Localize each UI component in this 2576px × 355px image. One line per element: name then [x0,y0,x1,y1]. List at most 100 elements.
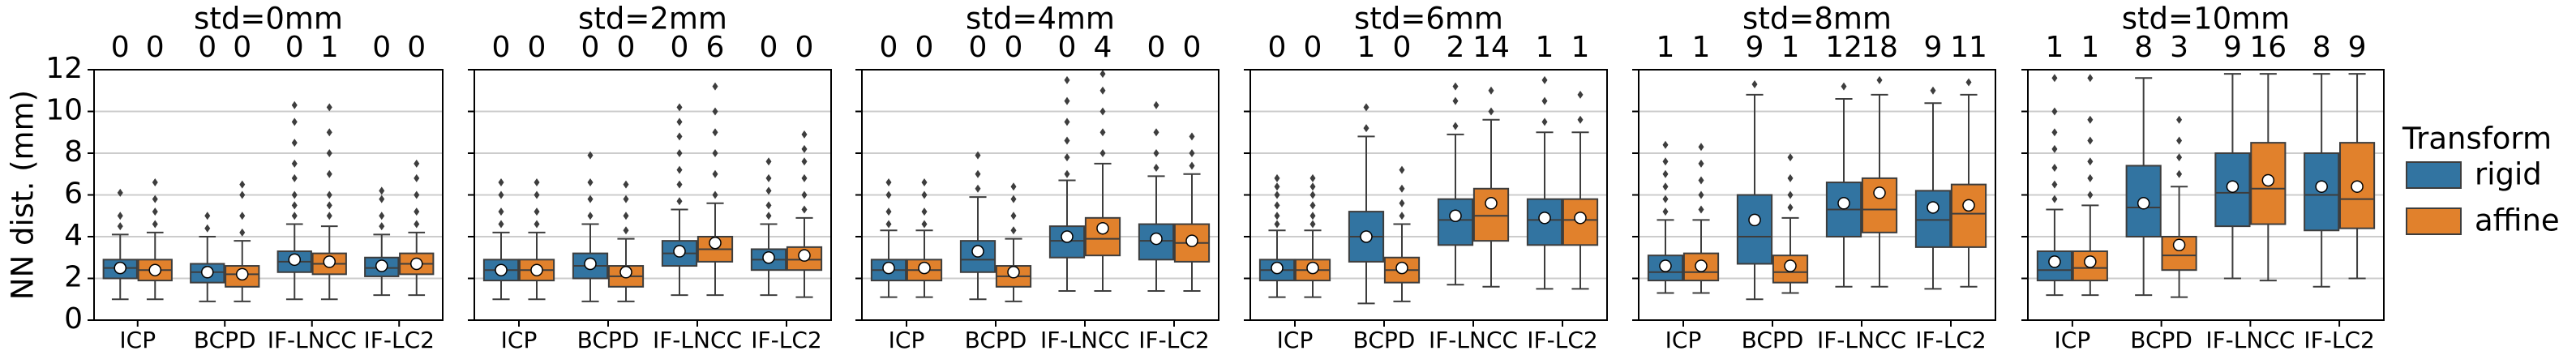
outlier [1965,78,1972,87]
mean [1574,212,1587,225]
mean [619,266,632,279]
mean [918,261,931,275]
outlier [1577,115,1584,124]
outlier [712,128,718,137]
outlier [1698,159,1704,168]
outlier-count: 0 [198,31,216,64]
outlier-count: 1 [1571,31,1590,64]
outlier [1274,212,1280,220]
y-tick-label: 12 [45,52,83,85]
outlier [291,212,298,220]
outlier [712,190,718,199]
outlier-count: 8 [2312,31,2331,64]
outlier [2176,153,2183,162]
mean [114,261,126,275]
outlier [1488,107,1494,116]
mean [1449,209,1462,222]
outlier [204,224,211,233]
outlier [534,178,540,187]
outlier [2176,136,2183,145]
outlier [326,169,332,178]
outlier [885,207,892,216]
outlier [117,222,123,231]
outlier [1662,207,1669,216]
outlier [1099,86,1106,95]
mean [584,257,597,271]
outlier-count: 6 [706,31,725,64]
outlier [1662,169,1669,178]
outlier [2087,136,2094,145]
outlier [152,195,158,203]
outlier [2051,180,2058,189]
x-tick-label: BCPD [577,327,640,353]
outlier [801,205,808,214]
y-tick-label: 2 [64,261,83,294]
outlier [498,220,504,229]
outlier-count: 0 [1005,31,1023,64]
outlier [117,212,123,220]
outlier [2051,144,2058,153]
outlier [2087,190,2094,199]
outlier [291,139,298,148]
outlier-count: 1 [320,31,339,64]
outlier-count: 16 [2249,31,2287,64]
outlier [379,212,385,220]
outlier [1099,107,1106,116]
outlier [1399,165,1405,174]
mean [1395,261,1408,275]
outlier [921,220,928,229]
outlier [2051,195,2058,203]
mean [2315,180,2328,193]
mean [2261,173,2275,187]
outlier [1189,161,1195,170]
plot-frame [2027,69,2385,321]
outlier [379,222,385,231]
outlier-count: 4 [1094,31,1112,64]
mean [1927,201,1940,214]
outlier [1876,75,1883,84]
x-tick-label: IF-LNCC [1817,327,1906,353]
box [1647,254,1684,282]
outlier-count: 0 [581,31,600,64]
x-tick-label: IF-LC2 [1527,327,1597,353]
outlier-count: 0 [233,31,251,64]
y-tick-label: 8 [64,135,83,169]
outlier-count: 0 [528,31,546,64]
mean [1271,261,1284,275]
mean [1007,266,1020,279]
x-tick-label: IF-LNCC [1429,327,1518,353]
outlier-count: 14 [1472,31,1510,64]
outlier [1399,199,1405,207]
mean [1185,234,1198,247]
mean [1485,197,1498,210]
x-tick-label: BCPD [2130,327,2192,353]
outlier-count: 1 [1692,31,1711,64]
outlier-count: 0 [1393,31,1412,64]
outlier [1189,149,1195,157]
mean [530,263,543,276]
outlier [326,190,332,199]
outlier [152,220,158,229]
outlier [1662,182,1669,191]
outlier-count: 8 [2134,31,2153,64]
outlier [326,201,332,210]
outlier [1541,96,1548,105]
outlier [534,207,540,216]
mean [882,261,895,275]
outlier [291,101,298,109]
outlier [1751,80,1758,89]
outlier [1064,153,1070,162]
outlier [2176,169,2183,178]
panel-title: std=2mm [578,2,727,36]
outlier [1153,101,1159,109]
outlier [712,107,718,116]
outlier [1577,90,1584,99]
y-tick-label: 4 [64,219,83,252]
outlier [498,178,504,187]
outlier [1010,226,1017,235]
outlier [414,173,420,182]
outlier-count: 0 [111,31,130,64]
outlier-count: 11 [1950,31,1987,64]
